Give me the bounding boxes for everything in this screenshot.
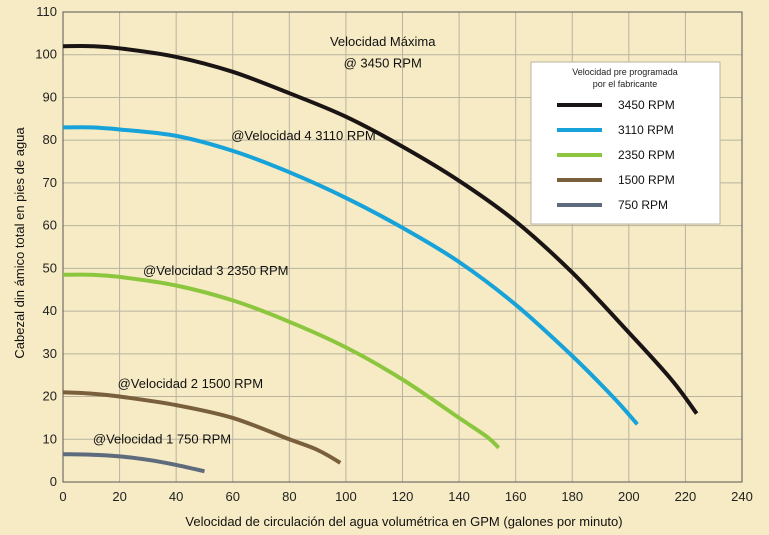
curve-annotation: @Velocidad 3 2350 RPM [143, 263, 288, 278]
series-line-1500-rpm [62, 390, 342, 465]
curve-annotation: @Velocidad 4 3110 RPM [231, 128, 376, 143]
y-tick-label: 60 [43, 218, 57, 233]
y-tick-label: 20 [43, 389, 57, 404]
y-tick-label: 30 [43, 346, 57, 361]
x-tick-label: 240 [731, 489, 753, 504]
legend-label: 750 RPM [618, 198, 668, 212]
x-axis-label: Velocidad de circulación del agua volumé… [185, 514, 622, 529]
legend: Velocidad pre programada por el fabrican… [530, 61, 721, 225]
y-axis-label: Cabezal din ámico total en pies de agua [12, 127, 27, 359]
x-tick-label: 100 [335, 489, 357, 504]
series-lines [62, 44, 699, 474]
legend-title-line-1: Velocidad pre programada [572, 67, 678, 77]
x-tick-labels: 0 20 40 60 80 100 120 140 160 180 200 220 240 [59, 489, 752, 504]
y-tick-label: 90 [43, 89, 57, 104]
series-line-750-rpm [62, 452, 205, 474]
series-line-3110-rpm [62, 125, 639, 426]
curve-annotations: Velocidad Máxima @ 3450 RPM @Velocidad 4 3… [93, 34, 436, 446]
curve-annotation: @ 3450 RPM [344, 56, 422, 71]
legend-label: 3110 RPM [618, 123, 674, 137]
y-tick-label: 10 [43, 431, 57, 446]
curve-annotation: @Velocidad 2 1500 RPM [118, 376, 263, 391]
x-tick-label: 140 [448, 489, 470, 504]
x-tick-label: 120 [392, 489, 414, 504]
y-tick-label: 100 [35, 47, 57, 62]
x-tick-label: 20 [112, 489, 126, 504]
grid [62, 11, 743, 483]
y-tick-label: 40 [43, 303, 57, 318]
y-tick-label: 70 [43, 175, 57, 190]
series-line-2350-rpm [62, 272, 501, 450]
legend-items: 3450 RPM 3110 RPM 2350 RPM 1500 RPM 750 RPM [557, 98, 675, 212]
x-tick-label: 60 [226, 489, 240, 504]
y-tick-label: 0 [50, 474, 57, 489]
x-tick-label: 40 [169, 489, 183, 504]
curve-annotation: Velocidad Máxima [330, 34, 436, 49]
y-tick-label: 80 [43, 132, 57, 147]
legend-box [530, 61, 721, 225]
x-tick-label: 180 [561, 489, 583, 504]
series-line-3450-rpm [62, 44, 699, 415]
x-tick-label: 160 [505, 489, 527, 504]
plot-frame [62, 11, 743, 483]
x-tick-label: 80 [282, 489, 296, 504]
y-tick-label: 50 [43, 260, 57, 275]
legend-label: 2350 RPM [618, 148, 675, 162]
x-tick-label: 200 [618, 489, 640, 504]
curve-annotation: @Velocidad 1 750 RPM [93, 432, 231, 447]
x-tick-label: 220 [675, 489, 697, 504]
x-tick-label: 0 [59, 489, 66, 504]
legend-title-line-2: por el fabricante [593, 79, 658, 89]
y-tick-label: 110 [36, 4, 57, 19]
y-tick-labels: 0 10 20 30 40 50 60 70 80 90 100 110 [35, 4, 57, 489]
legend-label: 3450 RPM [618, 98, 675, 112]
legend-label: 1500 RPM [618, 173, 675, 187]
